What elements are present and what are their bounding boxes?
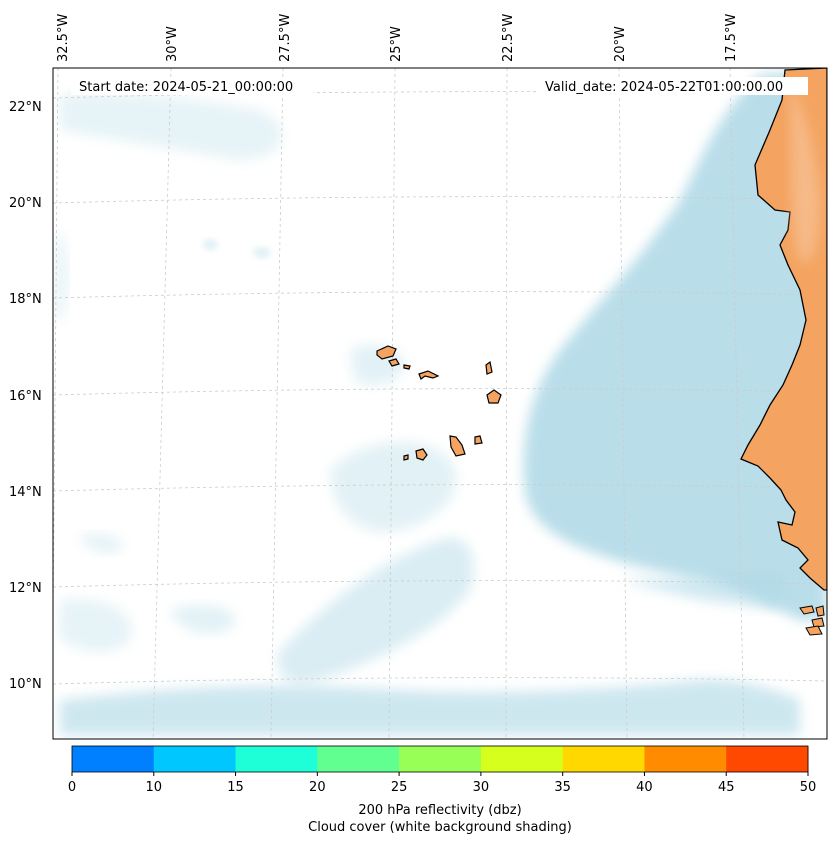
island-santo-antao [376,345,397,360]
colorbar-tick-label: 20 [309,780,326,795]
colorbar-segment-1 [153,746,237,772]
lat-label-12n: 12°N [9,581,42,596]
colorbar-segment-6 [562,746,645,772]
lon-label-22-5w: 22.5°W [501,14,516,62]
island-fogo [415,448,428,461]
lon-label-27-5w: 27.5°W [278,14,293,62]
island-maio [474,435,483,445]
colorbar-tick-label: 15 [227,780,244,795]
colorbar-segment-7 [644,746,727,772]
gridlines [53,68,827,739]
lon-label-20w: 20°W [613,26,628,62]
colorbar-tick-label: 30 [473,780,490,795]
island-boa-vista [486,389,502,404]
colorbar-segment-4 [399,746,482,772]
colorbar-tick-label: 50 [800,780,817,795]
lon-label-17-5w: 17.5°W [724,14,739,62]
coastal-island-2 [811,617,825,628]
coastal-island-4 [815,605,825,617]
coastal-island-3 [805,625,823,636]
header-right-box: Valid_date: 2024-05-22T01:00:00.00 [538,77,808,95]
lon-label-30w: 30°W [165,26,180,62]
colorbar-title: 200 hPa reflectivity (dbz) [358,803,521,818]
valid-date-label: Valid_date: 2024-05-22T01:00:00.00 [545,80,783,95]
map-panel [53,68,827,739]
colorbar-tick-label: 25 [391,780,408,795]
island-sal [485,360,493,375]
colorbar-segment-0 [72,746,155,772]
longitude-labels: 32.5°W 30°W 27.5°W 25°W 22.5°W 20°W 17.5… [56,14,739,62]
island-sao-nicolau [418,370,440,380]
colorbar-segment-3 [317,746,400,772]
colorbar: 0 10 15 20 25 30 35 40 45 50 [68,745,817,795]
colorbar-subtitle: Cloud cover (white background shading) [308,820,572,835]
colorbar-segment-8 [726,746,809,772]
coastal-island-1 [799,605,815,615]
colorbar-tick-label: 10 [146,780,163,795]
lat-label-14n: 14°N [9,485,42,500]
colorbar-segment-5 [480,746,564,772]
colorbar-segment-2 [235,746,318,772]
cloud-cover-layer [55,70,827,735]
colorbar-tick-label: 35 [554,780,571,795]
map-frame [52,67,828,740]
island-santa-luzia [403,364,411,370]
cape-verde-islands [376,345,502,461]
latitude-labels: 22°N 20°N 18°N 16°N 14°N 12°N 10°N [9,100,42,692]
colorbar-tick-label: 40 [636,780,653,795]
lat-label-10n: 10°N [9,677,42,692]
lat-label-20n: 20°N [9,196,42,211]
lat-label-22n: 22°N [9,100,42,115]
island-brava [403,454,409,461]
start-date-label: Start date: 2024-05-21_00:00:00 [79,80,293,95]
colorbar-tick-label: 45 [718,780,735,795]
colorbar-tick-label: 0 [68,780,76,795]
island-sao-vicente [388,358,400,367]
colorbar-frame [71,745,809,773]
land-interior-shading [790,85,820,263]
header-left-box: Start date: 2024-05-21_00:00:00 [71,77,313,95]
island-santiago [449,435,466,457]
lon-label-32-5w: 32.5°W [56,14,71,62]
lon-label-25w: 25°W [389,26,404,62]
lat-label-16n: 16°N [9,389,42,404]
lat-label-18n: 18°N [9,292,42,307]
